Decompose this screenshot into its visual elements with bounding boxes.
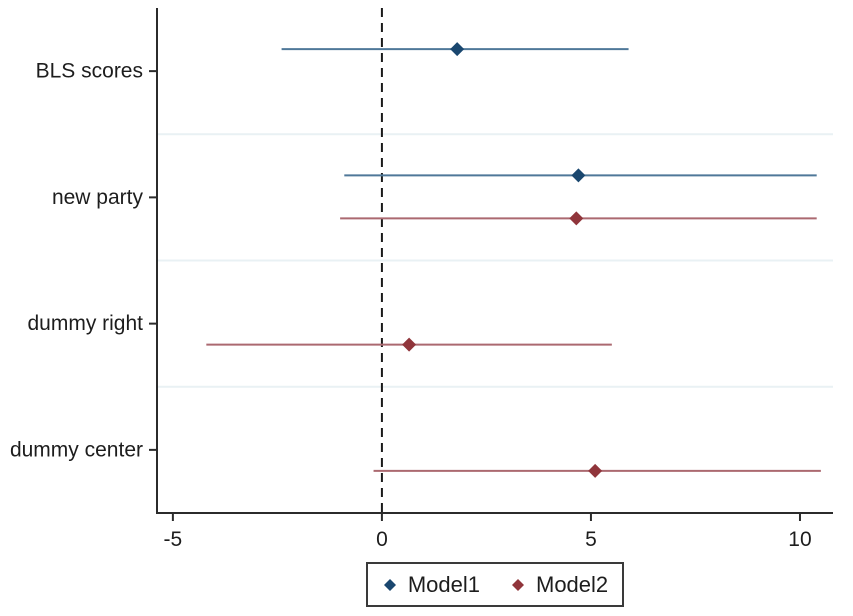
x-tick-label: 10 [788, 528, 811, 551]
legend-label: Model1 [407, 571, 480, 597]
category-label: new party [52, 186, 144, 209]
legend-item-model1: Model1 [382, 572, 480, 598]
category-label: BLS scores [36, 60, 143, 83]
point-marker-model1 [571, 168, 586, 183]
point-marker-model2 [588, 463, 603, 478]
category-label: dummy center [10, 438, 143, 461]
point-marker-model2 [569, 211, 584, 226]
point-marker-model2 [402, 337, 417, 352]
legend-marker-icon [512, 578, 524, 591]
diamond-icon [383, 578, 396, 591]
category-label: dummy right [27, 312, 143, 335]
x-tick-label: 0 [376, 528, 388, 551]
point-marker-model1 [450, 42, 465, 57]
legend-marker-icon [383, 578, 396, 591]
legend-item-model2: Model2 [510, 572, 608, 598]
legend-label: Model2 [536, 571, 609, 597]
x-tick-label: 5 [585, 528, 597, 551]
legend-box: Model1 Model2 [366, 562, 624, 607]
x-tick-label: -5 [164, 528, 183, 551]
diamond-icon [512, 578, 524, 591]
